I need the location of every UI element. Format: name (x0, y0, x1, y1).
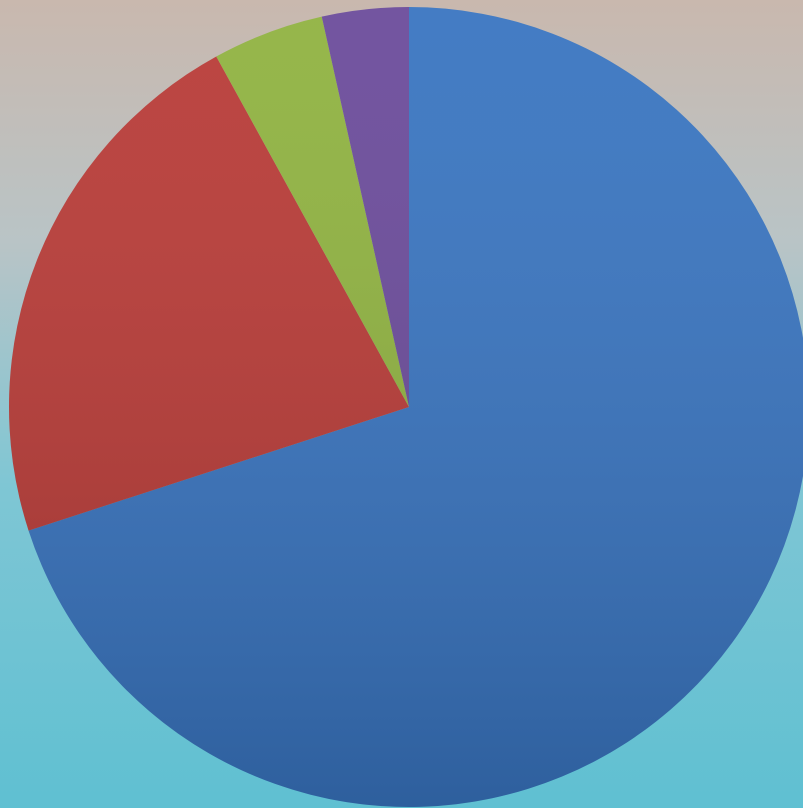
pie (8, 7, 803, 807)
